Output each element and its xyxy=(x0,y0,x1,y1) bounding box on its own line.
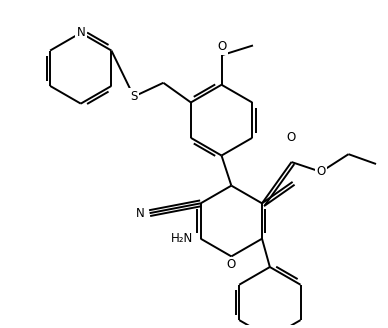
Text: S: S xyxy=(130,90,138,103)
Text: O: O xyxy=(287,131,296,144)
Text: O: O xyxy=(217,40,226,53)
Text: N: N xyxy=(76,26,85,39)
Text: O: O xyxy=(227,258,236,271)
Text: N: N xyxy=(136,207,145,220)
Text: H₂N: H₂N xyxy=(171,232,193,245)
Text: O: O xyxy=(316,165,326,178)
